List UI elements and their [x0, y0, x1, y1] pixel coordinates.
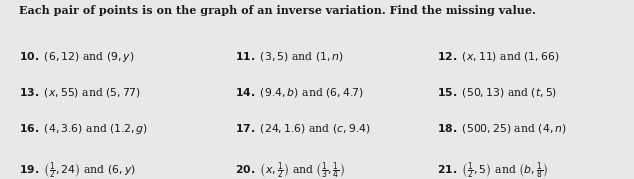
Text: $\mathbf{18.}$ $(500, 25)$ and $(4, n)$: $\mathbf{18.}$ $(500, 25)$ and $(4, n)$: [437, 122, 567, 135]
Text: $\mathbf{21.}$ $\left(\frac{1}{2}, 5\right)$ and $\left(b, \frac{1}{8}\right)$: $\mathbf{21.}$ $\left(\frac{1}{2}, 5\rig…: [437, 161, 548, 179]
Text: $\mathbf{20.}$ $\left(x, \frac{1}{2}\right)$ and $\left(\frac{1}{3}, \frac{1}{4}: $\mathbf{20.}$ $\left(x, \frac{1}{2}\rig…: [235, 161, 344, 179]
Text: Each pair of points is on the graph of an inverse variation. Find the missing va: Each pair of points is on the graph of a…: [19, 5, 536, 16]
Text: $\mathbf{19.}$ $\left(\frac{1}{2}, 24\right)$ and $(6, y)$: $\mathbf{19.}$ $\left(\frac{1}{2}, 24\ri…: [19, 161, 136, 179]
Text: $\mathbf{12.}$ $(x, 11)$ and $(1, 66)$: $\mathbf{12.}$ $(x, 11)$ and $(1, 66)$: [437, 50, 560, 63]
Text: $\mathbf{17.}$ $(24, 1.6)$ and $(c, 9.4)$: $\mathbf{17.}$ $(24, 1.6)$ and $(c, 9.4)…: [235, 122, 370, 135]
Text: $\mathbf{15.}$ $(50, 13)$ and $(t, 5)$: $\mathbf{15.}$ $(50, 13)$ and $(t, 5)$: [437, 86, 558, 99]
Text: $\mathbf{14.}$ $(9.4, b)$ and $(6, 4.7)$: $\mathbf{14.}$ $(9.4, b)$ and $(6, 4.7)$: [235, 86, 363, 99]
Text: $\mathbf{10.}$ $(6, 12)$ and $(9, y)$: $\mathbf{10.}$ $(6, 12)$ and $(9, y)$: [19, 50, 134, 64]
Text: $\mathbf{13.}$ $(x, 55)$ and $(5, 77)$: $\mathbf{13.}$ $(x, 55)$ and $(5, 77)$: [19, 86, 141, 99]
Text: $\mathbf{16.}$ $(4, 3.6)$ and $(1.2, g)$: $\mathbf{16.}$ $(4, 3.6)$ and $(1.2, g)$: [19, 122, 148, 136]
Text: $\mathbf{11.}$ $(3, 5)$ and $(1, n)$: $\mathbf{11.}$ $(3, 5)$ and $(1, n)$: [235, 50, 344, 63]
